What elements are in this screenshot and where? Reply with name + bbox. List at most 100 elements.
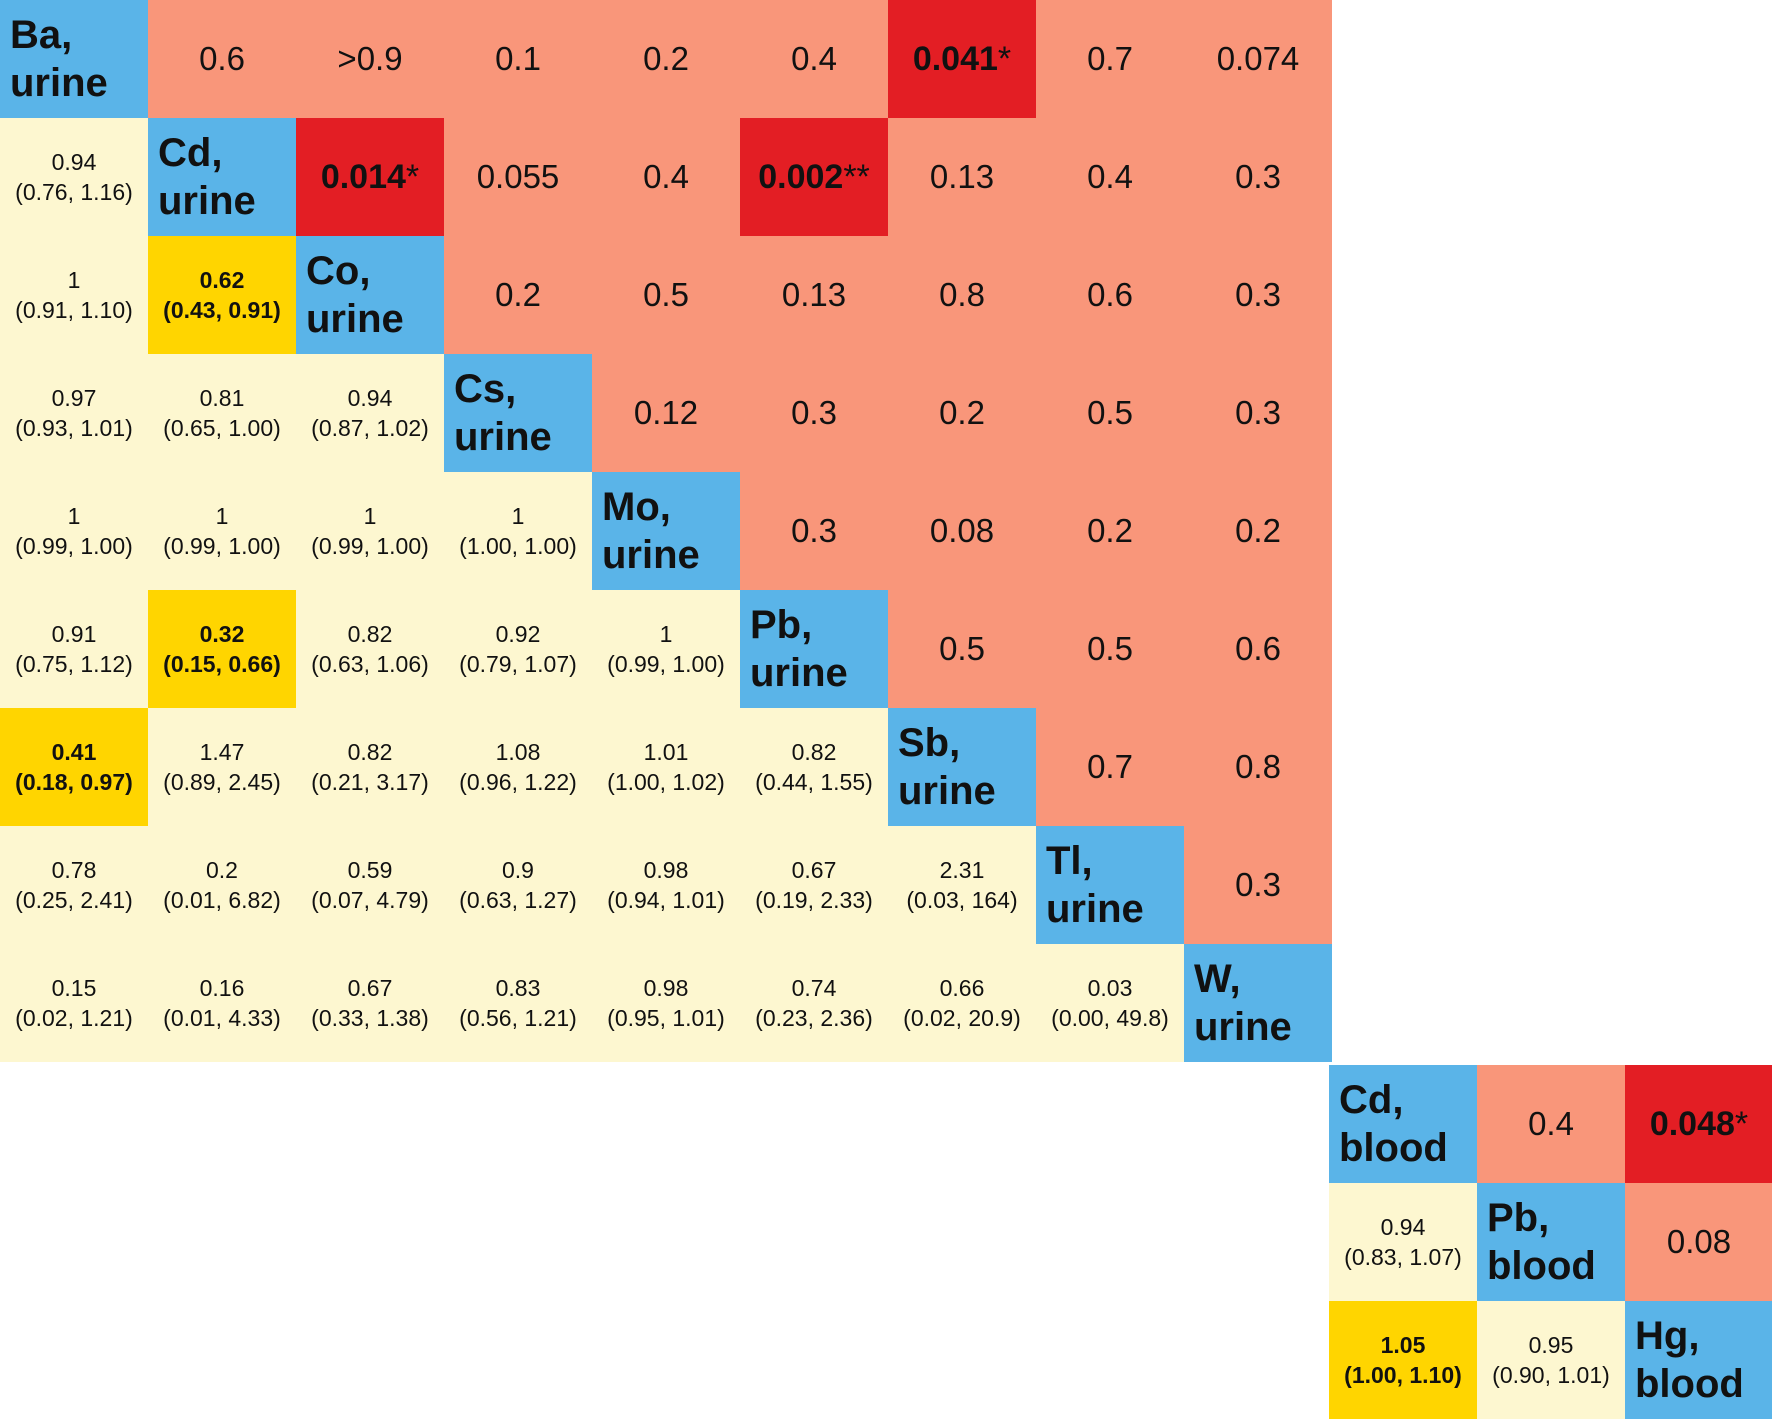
- pvalue-number: 0.6: [199, 40, 245, 77]
- pvalue-number: 0.6: [1087, 276, 1133, 313]
- diagonal-label-cell: Pb, blood: [1477, 1183, 1625, 1301]
- pvalue-number: 0.5: [1087, 394, 1133, 431]
- pvalue-number: 0.13: [929, 158, 995, 195]
- pvalue-cell: 0.3: [740, 472, 888, 590]
- estimate-value: 0.66: [939, 975, 985, 1001]
- element-label: Cd, blood: [1339, 1078, 1448, 1170]
- pvalue-text: 0.3: [791, 394, 837, 432]
- estimate-text: 0.67 (0.33, 1.38): [311, 973, 429, 1033]
- element-label: W, urine: [1194, 957, 1292, 1049]
- significance-stars: *: [997, 39, 1012, 78]
- pvalue-cell: 0.3: [1184, 826, 1332, 944]
- pvalue-cell: 0.2: [1036, 472, 1184, 590]
- estimate-cell: 0.78 (0.25, 2.41): [0, 826, 148, 944]
- estimate-value: 1: [215, 503, 229, 529]
- pvalue-number: 0.041: [912, 39, 998, 78]
- estimate-cell: 0.67 (0.19, 2.33): [740, 826, 888, 944]
- pvalue-cell: 0.7: [1036, 0, 1184, 118]
- estimate-value: 0.62: [199, 267, 245, 293]
- confidence-interval: (0.96, 1.22): [459, 769, 577, 795]
- estimate-text: 0.91 (0.75, 1.12): [15, 619, 133, 679]
- estimate-value: 1.08: [495, 739, 541, 765]
- pvalue-number: 0.002: [758, 157, 844, 196]
- confidence-interval: (0.07, 4.79): [311, 887, 429, 913]
- element-label: Cs, urine: [454, 367, 552, 459]
- pvalue-cell: 0.1: [444, 0, 592, 118]
- confidence-interval: (0.43, 0.91): [163, 297, 281, 323]
- element-label: Ba, urine: [10, 13, 108, 105]
- estimate-cell: 0.82 (0.44, 1.55): [740, 708, 888, 826]
- confidence-interval: (0.44, 1.55): [755, 769, 873, 795]
- pvalue-cell: 0.5: [1036, 354, 1184, 472]
- pvalue-cell: 0.4: [1477, 1065, 1625, 1183]
- pvalue-cell: 0.041*: [888, 0, 1036, 118]
- estimate-text: 1 (0.99, 1.00): [311, 501, 429, 561]
- pvalue-text: 0.2: [1087, 512, 1133, 550]
- pvalue-text: 0.048*: [1650, 1105, 1748, 1144]
- diagonal-label-cell: Hg, blood: [1625, 1301, 1772, 1419]
- estimate-cell: 0.94 (0.83, 1.07): [1329, 1183, 1477, 1301]
- estimate-text: 0.59 (0.07, 4.79): [311, 855, 429, 915]
- diagonal-label-cell: W, urine: [1184, 944, 1332, 1062]
- estimate-text: 0.78 (0.25, 2.41): [15, 855, 133, 915]
- pvalue-cell: 0.3: [1184, 354, 1332, 472]
- confidence-interval: (0.02, 20.9): [903, 1005, 1021, 1031]
- estimate-value: 0.82: [791, 739, 837, 765]
- pvalue-number: 0.3: [1235, 158, 1281, 195]
- estimate-cell: 1.08 (0.96, 1.22): [444, 708, 592, 826]
- pvalue-text: 0.4: [1087, 158, 1133, 196]
- pvalue-cell: 0.2: [1184, 472, 1332, 590]
- estimate-value: 0.67: [347, 975, 393, 1001]
- pvalue-number: 0.014: [320, 157, 406, 196]
- pvalue-number: 0.13: [781, 276, 847, 313]
- confidence-interval: (0.01, 4.33): [163, 1005, 281, 1031]
- pvalue-number: 0.3: [1235, 276, 1281, 313]
- estimate-text: 0.94 (0.76, 1.16): [15, 147, 133, 207]
- estimate-cell: 0.9 (0.63, 1.27): [444, 826, 592, 944]
- estimate-text: 1.08 (0.96, 1.22): [459, 737, 577, 797]
- pvalue-cell: 0.08: [888, 472, 1036, 590]
- pvalue-text: 0.2: [1235, 512, 1281, 550]
- estimate-cell: 0.32 (0.15, 0.66): [148, 590, 296, 708]
- estimate-cell: 0.2 (0.01, 6.82): [148, 826, 296, 944]
- pvalue-number: 0.1: [495, 40, 541, 77]
- pvalue-text: 0.002**: [758, 158, 870, 197]
- pvalue-text: 0.5: [939, 630, 985, 668]
- pvalue-cell: 0.13: [740, 236, 888, 354]
- estimate-value: 0.41: [51, 739, 97, 765]
- estimate-text: 0.62 (0.43, 0.91): [163, 265, 281, 325]
- estimate-text: 0.98 (0.94, 1.01): [607, 855, 725, 915]
- confidence-interval: (0.63, 1.06): [311, 651, 429, 677]
- confidence-interval: (0.79, 1.07): [459, 651, 577, 677]
- pvalue-number: 0.12: [633, 394, 699, 431]
- pvalue-text: 0.6: [1235, 630, 1281, 668]
- estimate-value: 0.67: [791, 857, 837, 883]
- estimate-cell: 0.95 (0.90, 1.01): [1477, 1301, 1625, 1419]
- pvalue-number: 0.6: [1235, 630, 1281, 667]
- pvalue-cell: 0.08: [1625, 1183, 1772, 1301]
- estimate-value: 1.05: [1380, 1332, 1426, 1358]
- estimate-cell: 1.01 (1.00, 1.02): [592, 708, 740, 826]
- pvalue-cell: 0.8: [1184, 708, 1332, 826]
- estimate-cell: 0.91 (0.75, 1.12): [0, 590, 148, 708]
- confidence-interval: (0.33, 1.38): [311, 1005, 429, 1031]
- estimate-value: 0.94: [347, 385, 393, 411]
- pvalue-number: 0.2: [939, 394, 985, 431]
- estimate-cell: 0.66 (0.02, 20.9): [888, 944, 1036, 1062]
- estimate-cell: 0.98 (0.94, 1.01): [592, 826, 740, 944]
- estimate-value: 1: [67, 503, 81, 529]
- estimate-text: 0.94 (0.87, 1.02): [311, 383, 429, 443]
- estimate-cell: 0.41 (0.18, 0.97): [0, 708, 148, 826]
- diagonal-label-cell: Tl, urine: [1036, 826, 1184, 944]
- estimate-text: 0.97 (0.93, 1.01): [15, 383, 133, 443]
- pvalue-number: 0.5: [1087, 630, 1133, 667]
- estimate-text: 0.94 (0.83, 1.07): [1344, 1212, 1462, 1272]
- estimate-cell: 0.94 (0.87, 1.02): [296, 354, 444, 472]
- estimate-value: 0.97: [51, 385, 97, 411]
- pvalue-text: 0.6: [199, 40, 245, 78]
- pvalue-cell: 0.3: [1184, 236, 1332, 354]
- pvalue-number: 0.3: [1235, 394, 1281, 431]
- estimate-text: 0.82 (0.44, 1.55): [755, 737, 873, 797]
- estimate-value: 0.95: [1528, 1332, 1574, 1358]
